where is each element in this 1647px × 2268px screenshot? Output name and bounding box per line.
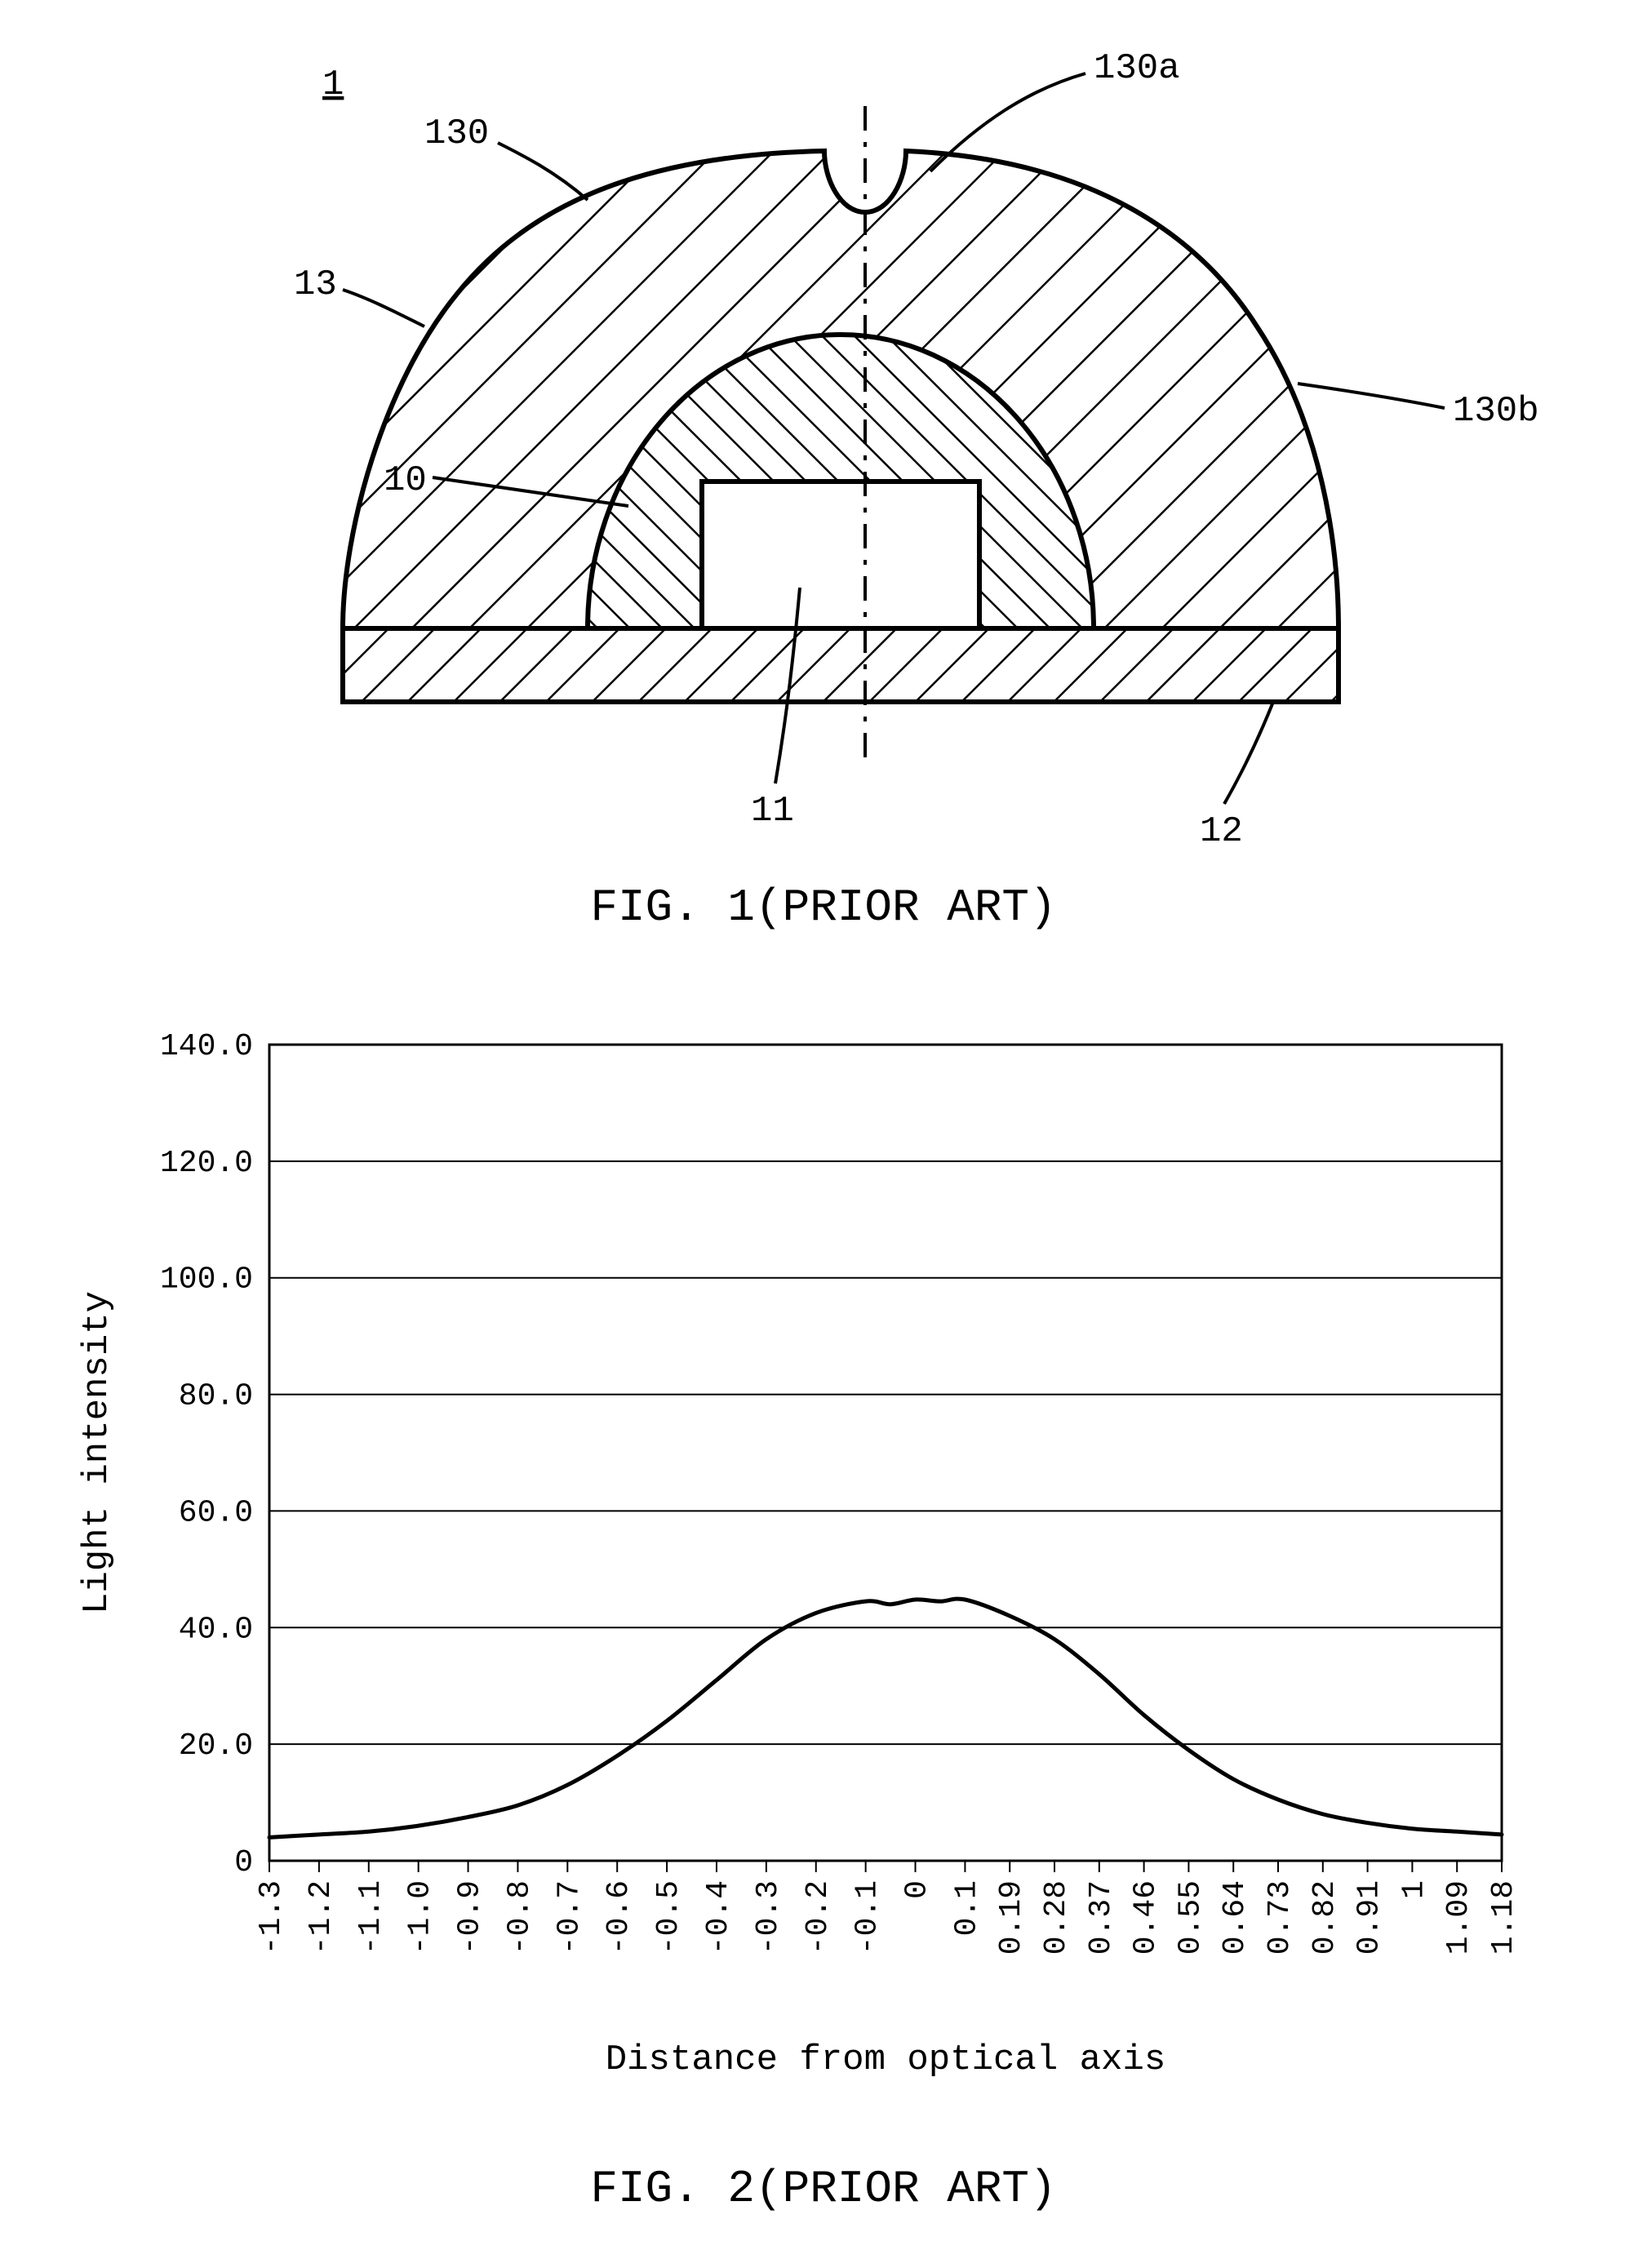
label-130b: 130b [1453,391,1539,432]
x-tick-label: 0.46 [1129,1880,1164,1955]
y-tick-label: 60.0 [179,1495,253,1530]
y-tick-label: 0 [234,1845,253,1880]
chart-border [269,1045,1502,1861]
x-tick-label: -0.1 [850,1880,886,1955]
x-tick-label: 0.73 [1263,1880,1298,1955]
figure-2-chart: 0 20.0 40.0 60.0 80.0 100.0 120.0 140.0 -1.3 -1.2… [0,996,1647,2138]
x-tick-label: -0.2 [801,1880,836,1955]
leader-13 [343,290,424,326]
base-plate [343,628,1338,702]
y-tick-label: 20.0 [179,1729,253,1764]
x-tick-label: -0.8 [502,1880,537,1955]
label-13: 13 [294,264,337,305]
x-tick-label: 0.1 [949,1880,984,1936]
x-tick-label: -1.0 [403,1880,438,1955]
x-tick-label: -1.2 [304,1880,339,1955]
x-tick-label: -0.5 [651,1880,686,1955]
y-tick-label: 140.0 [160,1029,253,1064]
x-tick-label: 0.91 [1352,1880,1387,1955]
x-tick-label: 0.28 [1039,1880,1074,1955]
figure-1-title: FIG. 1(PRIOR ART) [0,881,1647,934]
x-tick-label: -0.7 [552,1880,587,1955]
y-tick-label: 100.0 [160,1263,253,1298]
leader-130b [1298,384,1445,408]
x-tick-label: 0.82 [1307,1880,1343,1955]
x-tick-label: -1.1 [353,1880,388,1955]
x-tick-label: 1.18 [1486,1880,1521,1955]
x-tick-label: 1 [1396,1880,1432,1899]
figure-1-diagram: 1 130a 130 13 130b 10 11 12 [0,0,1647,898]
x-axis-label: Distance from optical axis [606,2039,1166,2080]
label-1: 1 [322,64,344,105]
y-tick-label: 80.0 [179,1379,253,1414]
x-tick-label: 0.64 [1218,1880,1253,1955]
x-tick-label: 1.09 [1441,1880,1476,1955]
x-tick-label: 0.55 [1173,1880,1208,1955]
label-130: 130 [424,113,489,154]
y-tick-label: 40.0 [179,1612,253,1647]
x-tick-label: 0.37 [1084,1880,1119,1955]
x-tick-label: -0.9 [453,1880,488,1955]
x-tick-label: -0.6 [602,1880,637,1955]
page: 1 130a 130 13 130b 10 11 12 FIG. 1(PRIOR… [0,0,1647,2268]
x-tick-label: -0.3 [751,1880,786,1955]
leader-12 [1224,702,1273,804]
label-10: 10 [384,460,427,501]
x-tick-label: -1.3 [254,1880,289,1955]
intensity-curve [269,1599,1502,1837]
y-axis-label: Light intensity [77,1291,118,1614]
x-tick-label: 0 [900,1880,935,1899]
label-130a: 130a [1094,48,1180,89]
leader-130 [498,143,588,200]
y-tick-label: 120.0 [160,1146,253,1181]
x-tick-label: 0.19 [994,1880,1029,1955]
x-tick-label: -0.4 [701,1880,736,1955]
chip-rect [702,482,979,628]
label-12: 12 [1200,811,1243,852]
figure-2-title: FIG. 2(PRIOR ART) [0,2163,1647,2215]
label-11: 11 [751,791,794,832]
